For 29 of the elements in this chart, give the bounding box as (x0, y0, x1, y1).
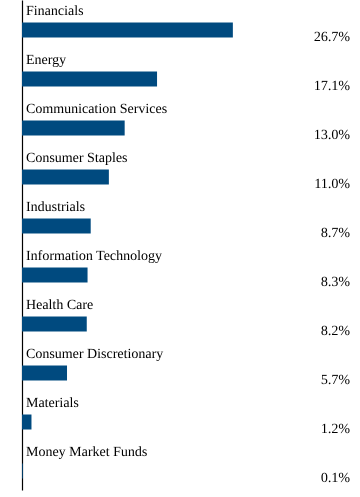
y-tick-label: Consumer Discretionary (26, 347, 164, 362)
data-label: 17.1% (314, 79, 350, 94)
bar (22, 72, 158, 86)
y-tick-label: Communication Services (26, 102, 168, 117)
data-label: 1.2% (320, 422, 350, 437)
bar (22, 268, 88, 282)
y-tick-label: Financials (26, 4, 84, 19)
y-tick-label: Information Technology (26, 249, 162, 264)
bar (22, 120, 125, 136)
bar (22, 366, 68, 380)
bar (22, 22, 233, 38)
data-label: 26.7% (314, 30, 350, 45)
y-tick-label: Consumer Staples (26, 151, 128, 166)
data-label: 8.7% (320, 226, 350, 241)
bar (22, 218, 91, 234)
data-label: 13.0% (314, 128, 350, 143)
y-tick-label: Industrials (26, 200, 86, 215)
data-label: 8.3% (320, 275, 350, 290)
y-tick-label: Energy (26, 53, 66, 68)
y-tick-label: Health Care (26, 298, 94, 313)
data-label: 11.0% (314, 177, 350, 192)
y-tick-label: Materials (26, 396, 79, 411)
bar (22, 414, 32, 430)
y-tick-label: Money Market Funds (26, 445, 148, 460)
data-label: 5.7% (320, 373, 350, 388)
bar (22, 316, 87, 332)
data-label: 0.1% (320, 471, 350, 486)
data-label: 8.2% (320, 324, 350, 339)
bar (22, 170, 109, 184)
